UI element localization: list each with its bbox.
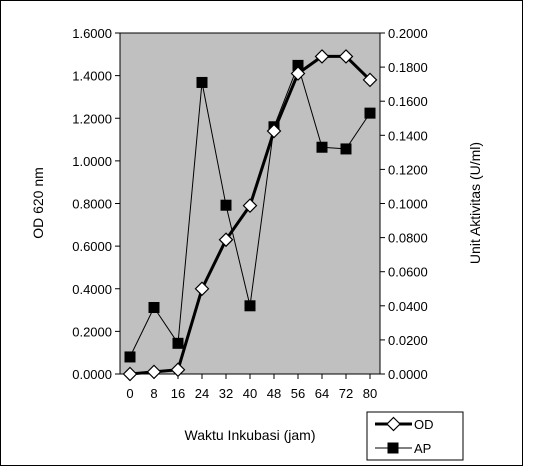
left-tick-label: 1.0000 bbox=[72, 154, 112, 169]
right-tick-label: 0.1600 bbox=[388, 94, 428, 109]
x-tick-label: 32 bbox=[219, 386, 233, 401]
legend: OD AP bbox=[366, 411, 464, 461]
right-tick-label: 0.0600 bbox=[388, 265, 428, 280]
left-tick-label: 0.0000 bbox=[72, 367, 112, 382]
x-tick-label: 0 bbox=[126, 386, 133, 401]
right-tick-label: 0.1800 bbox=[388, 60, 428, 75]
data-point-od bbox=[146, 364, 162, 380]
left-tick-label: 0.8000 bbox=[72, 197, 112, 212]
right-tick-label: 0.0000 bbox=[388, 367, 428, 382]
data-point-od bbox=[314, 49, 330, 64]
right-tick-label: 0.1000 bbox=[388, 197, 428, 212]
x-axis: 0 8 16 24 32 40 48 56 64 72 80 bbox=[126, 374, 377, 401]
data-point-ap bbox=[364, 107, 376, 119]
legend-label-ap: AP bbox=[414, 441, 431, 456]
right-tick-label: 0.0400 bbox=[388, 299, 428, 314]
right-tick-label: 0.0800 bbox=[388, 231, 428, 246]
right-tick-label: 0.1200 bbox=[388, 162, 428, 177]
legend-box bbox=[366, 411, 464, 461]
x-tick-label: 64 bbox=[315, 386, 329, 401]
left-tick-label: 0.2000 bbox=[72, 324, 112, 339]
data-point-od bbox=[194, 281, 210, 297]
data-point-od bbox=[218, 232, 234, 248]
legend-marker-ap bbox=[387, 442, 399, 454]
left-y-axis: 0.0000 0.2000 0.4000 0.6000 0.8000 1.0000 1.20… bbox=[72, 26, 120, 382]
left-axis-title: OD 620 nm bbox=[30, 167, 46, 239]
x-tick-label: 72 bbox=[339, 386, 353, 401]
right-tick-label: 0.2000 bbox=[388, 26, 428, 41]
data-point-ap bbox=[148, 302, 160, 314]
data-point-od bbox=[170, 362, 186, 378]
data-point-ap bbox=[220, 199, 232, 211]
x-tick-label: 16 bbox=[171, 386, 185, 401]
right-axis-title: Unit Aktivitas (U/ml) bbox=[467, 142, 483, 264]
x-tick-label: 56 bbox=[291, 386, 305, 401]
data-point-ap bbox=[172, 337, 184, 349]
legend-marker-od bbox=[386, 416, 401, 432]
data-point-od bbox=[362, 72, 378, 88]
left-tick-label: 1.2000 bbox=[72, 111, 112, 126]
data-point-ap bbox=[196, 76, 208, 88]
x-tick-label: 8 bbox=[150, 386, 157, 401]
x-axis-title: Waktu Inkubasi (jam) bbox=[185, 427, 316, 443]
left-tick-label: 1.6000 bbox=[72, 26, 112, 41]
x-tick-label: 40 bbox=[243, 386, 257, 401]
series-layer bbox=[122, 49, 378, 382]
right-tick-label: 0.1400 bbox=[388, 128, 428, 143]
data-point-od bbox=[338, 49, 354, 64]
data-point-ap bbox=[292, 59, 304, 71]
data-point-od bbox=[122, 366, 138, 382]
data-point-od bbox=[242, 198, 258, 213]
left-tick-label: 1.4000 bbox=[72, 69, 112, 84]
x-tick-label: 80 bbox=[363, 386, 377, 401]
data-point-ap bbox=[340, 143, 352, 155]
left-tick-label: 0.4000 bbox=[72, 282, 112, 297]
x-tick-label: 48 bbox=[267, 386, 281, 401]
data-point-ap bbox=[244, 300, 256, 312]
x-tick-label: 24 bbox=[195, 386, 209, 401]
data-point-od bbox=[290, 66, 306, 81]
data-point-ap bbox=[316, 141, 328, 153]
left-tick-label: 0.6000 bbox=[72, 239, 112, 254]
legend-label-od: OD bbox=[414, 417, 434, 432]
right-y-axis: 0.0000 0.0200 0.0400 0.0600 0.0800 0.1000 0.12… bbox=[380, 26, 428, 382]
data-point-od bbox=[266, 123, 282, 139]
data-point-ap bbox=[124, 351, 136, 363]
right-tick-label: 0.0200 bbox=[388, 333, 428, 348]
